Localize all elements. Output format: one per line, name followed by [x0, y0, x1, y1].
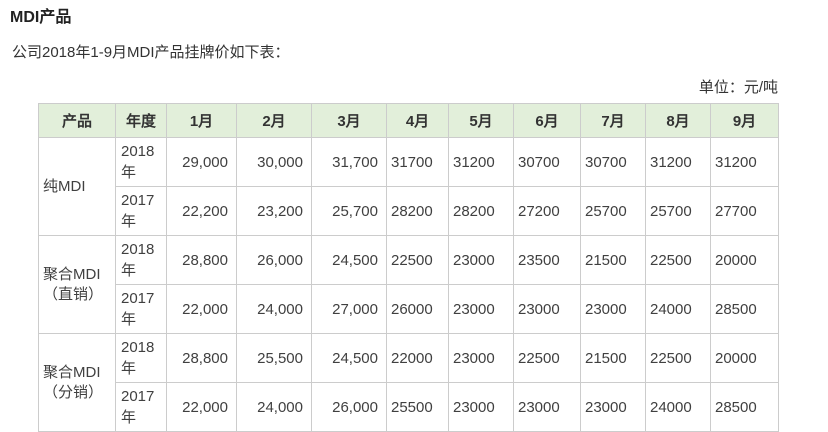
column-header: 9月 [710, 103, 779, 138]
unit-label: 单位：元/吨 [698, 79, 778, 96]
price-cell: 23000 [448, 235, 514, 285]
table-row: 聚合MDI（分销） 2018年 28,800 25,500 24,500 22000 230… [38, 333, 779, 432]
price-cell: 26000 [386, 284, 449, 334]
table-row: 2017年 22,000 24,000 27,000 26000 23000 23000 23… [39, 284, 779, 334]
intro-text: 公司2018年1-9月MDI产品挂牌价如下表： [12, 44, 290, 61]
price-cell: 22500 [645, 333, 711, 383]
column-header: 7月 [580, 103, 646, 138]
mdi-price-table: 产品 年度 1月 2月 3月 4月 5月 6月 7月 8月 9月 纯MDI 2018年 29,000 30… [38, 103, 779, 432]
price-cell: 22,200 [166, 186, 237, 236]
price-cell: 22500 [513, 333, 581, 383]
column-header: 8月 [645, 103, 711, 138]
price-cell: 30700 [513, 137, 581, 187]
price-cell: 25,700 [311, 186, 387, 236]
column-header: 1月 [166, 103, 237, 138]
price-cell: 24,000 [236, 382, 312, 432]
column-header: 年度 [115, 103, 167, 138]
price-cell: 25700 [580, 186, 646, 236]
price-cell: 28200 [448, 186, 514, 236]
year-cell: 2017年 [115, 186, 167, 236]
price-cell: 22,000 [166, 284, 237, 334]
price-cell: 26,000 [311, 382, 387, 432]
column-header: 5月 [448, 103, 514, 138]
price-cell: 28500 [710, 382, 779, 432]
price-cell: 25700 [645, 186, 711, 236]
price-cell: 22500 [386, 235, 449, 285]
price-cell: 22,000 [166, 382, 237, 432]
price-cell: 27200 [513, 186, 581, 236]
price-cell: 27,000 [311, 284, 387, 334]
price-cell: 30700 [580, 137, 646, 187]
price-cell: 23000 [580, 382, 646, 432]
table-header-row: 产品 年度 1月 2月 3月 4月 5月 6月 7月 8月 9月 [38, 103, 779, 138]
price-cell: 27700 [710, 186, 779, 236]
price-cell: 23000 [580, 284, 646, 334]
price-cell: 31200 [448, 137, 514, 187]
price-cell: 24000 [645, 382, 711, 432]
price-cell: 25,500 [236, 333, 312, 383]
price-cell: 28500 [710, 284, 779, 334]
price-cell: 31,700 [311, 137, 387, 187]
price-cell: 20000 [710, 333, 779, 383]
price-cell: 23000 [448, 382, 514, 432]
price-cell: 24,500 [311, 235, 387, 285]
report-page: MDI产品 公司2018年1-9月MDI产品挂牌价如下表： 单位：元/吨 产品年… [0, 8, 828, 432]
year-cell: 2018年 [115, 137, 167, 187]
price-cell: 26,000 [236, 235, 312, 285]
year-cell: 2017年 [115, 382, 167, 432]
price-cell: 28,800 [166, 235, 237, 285]
column-header: 2月 [236, 103, 312, 138]
product-name-cell: 聚合MDI（分销） [38, 333, 116, 432]
year-cell: 2018年 [115, 333, 167, 383]
price-cell: 23000 [513, 382, 581, 432]
table-row: 纯MDI 2018年 29,000 30,000 31,700 31700 31200 307… [38, 137, 779, 236]
price-cell: 29,000 [166, 137, 237, 187]
price-cell: 31700 [386, 137, 449, 187]
price-cell: 24000 [645, 284, 711, 334]
price-cell: 22000 [386, 333, 449, 383]
price-cell: 31200 [645, 137, 711, 187]
price-cell: 24,500 [311, 333, 387, 383]
price-cell: 23000 [513, 284, 581, 334]
price-cell: 21500 [580, 235, 646, 285]
price-cell: 23500 [513, 235, 581, 285]
price-cell: 23,200 [236, 186, 312, 236]
column-header: 3月 [311, 103, 387, 138]
price-cell: 30,000 [236, 137, 312, 187]
product-name-cell: 聚合MDI（直销） [38, 235, 116, 334]
price-cell: 31200 [710, 137, 779, 187]
year-cell: 2017年 [115, 284, 167, 334]
column-header: 4月 [386, 103, 449, 138]
price-cell: 23000 [448, 333, 514, 383]
price-cell: 23000 [448, 284, 514, 334]
table-row: 聚合MDI（直销） 2018年 28,800 26,000 24,500 22500 230… [38, 235, 779, 334]
table-row: 2017年 22,000 24,000 26,000 25500 23000 23000 23… [39, 382, 779, 432]
price-cell: 28200 [386, 186, 449, 236]
price-cell: 22500 [645, 235, 711, 285]
page-title: MDI产品 [10, 9, 72, 26]
column-header: 6月 [513, 103, 581, 138]
year-cell: 2018年 [115, 235, 167, 285]
product-name-cell: 纯MDI [38, 137, 116, 236]
table-body: 纯MDI 2018年 29,000 30,000 31,700 31700 31200 307… [38, 137, 779, 432]
price-cell: 24,000 [236, 284, 312, 334]
price-cell: 25500 [386, 382, 449, 432]
price-cell: 21500 [580, 333, 646, 383]
price-cell: 20000 [710, 235, 779, 285]
price-cell: 28,800 [166, 333, 237, 383]
column-header: 产品 [38, 103, 116, 138]
table-row: 2017年 22,200 23,200 25,700 28200 28200 27200 25… [39, 186, 779, 236]
